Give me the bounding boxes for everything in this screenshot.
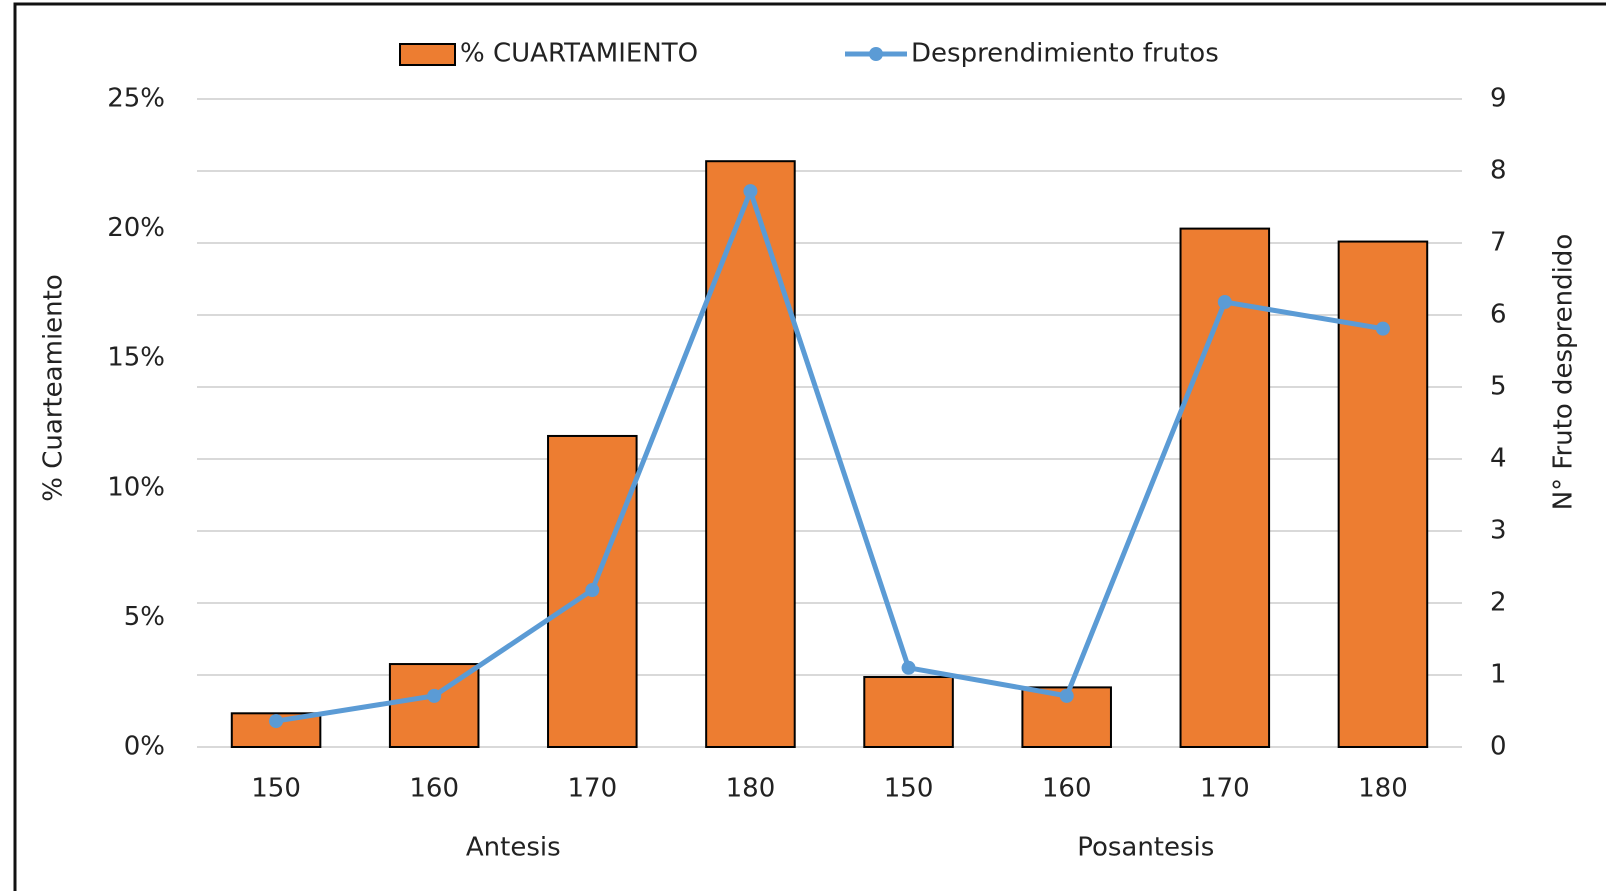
line-marker — [585, 583, 600, 598]
line-marker — [1217, 295, 1232, 310]
y2-tick-label: 3 — [1490, 516, 1507, 546]
line-marker — [269, 714, 284, 729]
line-marker — [1375, 321, 1390, 336]
y-tick-label: 20% — [107, 213, 165, 243]
legend-swatch — [399, 43, 456, 66]
legend-marker — [869, 47, 883, 61]
y-tick-label: 10% — [107, 472, 165, 502]
y2-axis-title: N° Fruto desprendido — [1549, 234, 1579, 511]
x-tick-label: 170 — [1200, 774, 1250, 804]
legend-label: Desprendimiento frutos — [911, 39, 1219, 69]
line-marker — [1059, 688, 1074, 703]
frame — [13, 2, 1606, 891]
x-tick-label: 160 — [409, 774, 459, 804]
bar — [1021, 686, 1112, 748]
line-marker — [743, 184, 758, 199]
bar — [705, 160, 796, 748]
legend-label: % CUARTAMIENTO — [460, 39, 698, 69]
group-label: Antesis — [466, 833, 561, 863]
y2-tick-label: 4 — [1490, 444, 1507, 474]
x-tick-label: 180 — [1358, 774, 1408, 804]
bar — [1179, 227, 1271, 749]
x-tick-label: 160 — [1042, 774, 1092, 804]
group-label: Posantesis — [1077, 833, 1214, 863]
x-tick-label: 150 — [884, 774, 934, 804]
y-tick-label: 15% — [107, 343, 165, 373]
bar — [863, 676, 954, 748]
y-tick-label: 5% — [124, 602, 165, 632]
y2-tick-label: 8 — [1490, 156, 1507, 186]
line — [275, 183, 1384, 724]
bar — [1337, 240, 1429, 748]
x-tick-label: 170 — [567, 774, 617, 804]
y-tick-label: 25% — [107, 84, 165, 114]
x-tick-label: 180 — [726, 774, 776, 804]
y2-tick-label: 6 — [1490, 300, 1507, 330]
x-tick-label: 150 — [251, 774, 301, 804]
y2-tick-label: 1 — [1490, 660, 1507, 690]
y2-tick-label: 5 — [1490, 372, 1507, 402]
y2-tick-label: 7 — [1490, 228, 1507, 258]
y2-tick-label: 2 — [1490, 588, 1507, 618]
y2-tick-label: 9 — [1490, 84, 1507, 114]
y-tick-label: 0% — [124, 732, 165, 762]
y2-tick-label: 0 — [1490, 732, 1507, 762]
line-marker — [427, 688, 442, 703]
line-marker — [901, 660, 916, 675]
y-axis-title: % Cuarteamiento — [39, 274, 69, 501]
